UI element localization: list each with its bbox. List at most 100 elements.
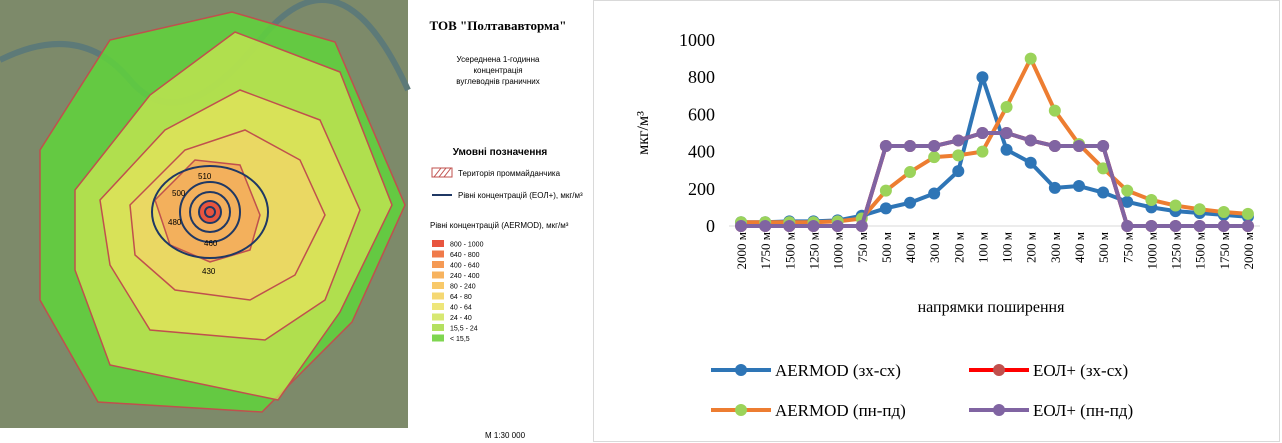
series-marker: [1049, 182, 1061, 194]
series-marker: [1025, 157, 1037, 169]
series-marker: [832, 220, 844, 232]
bin-label: 80 - 240: [450, 284, 476, 291]
bin-label: 640 - 800: [450, 252, 480, 259]
legend-marker: [993, 364, 1005, 376]
series-marker: [1145, 194, 1157, 206]
x-tick-label: 1250 м: [806, 232, 821, 269]
series-marker: [904, 166, 916, 178]
bin-swatch: [432, 272, 444, 279]
x-tick-label: 2000 м: [734, 232, 749, 269]
legend-title: Умовні позначення: [453, 147, 548, 158]
series-marker: [1242, 208, 1254, 220]
x-tick-label: 400 м: [903, 232, 918, 263]
contour-label: 480: [168, 218, 182, 227]
eol-label: Рівні концентрацій (ЕОЛ+), мкг/м³: [458, 191, 583, 200]
x-tick-label: 300 м: [927, 232, 942, 263]
series-marker: [1025, 53, 1037, 65]
legend-marker: [735, 364, 747, 376]
series-marker: [759, 220, 771, 232]
x-tick-label: 200 м: [1024, 232, 1039, 263]
series-marker: [1218, 206, 1230, 218]
bin-swatch: [432, 282, 444, 289]
x-tick-label: 1500 м: [1193, 232, 1208, 269]
bin-swatch: [432, 335, 444, 342]
series-marker: [880, 185, 892, 197]
map-subtitle: Усереднена 1-годинна: [457, 55, 540, 64]
series-marker: [976, 146, 988, 158]
x-tick-label: 1750 м: [758, 232, 773, 269]
bin-swatch: [432, 314, 444, 321]
series-marker: [1170, 200, 1182, 212]
series-marker: [1170, 220, 1182, 232]
x-tick-label: 400 м: [1072, 232, 1087, 263]
series-marker: [1121, 220, 1133, 232]
x-tick-label: 200 м: [951, 232, 966, 263]
series-marker: [1073, 140, 1085, 152]
series-marker: [807, 220, 819, 232]
x-tick-label: 100 м: [975, 232, 990, 263]
bin-label: 800 - 1000: [450, 242, 484, 249]
map-panel: 510 500 480 460 430 ТОВ "Полтававторма" …: [0, 0, 592, 443]
series-marker: [952, 149, 964, 161]
map-scale: М 1:30 000: [485, 431, 526, 440]
series-marker: [735, 220, 747, 232]
series-marker: [1097, 187, 1109, 199]
bin-swatch: [432, 251, 444, 258]
series-marker: [1001, 127, 1013, 139]
map-title: ТОВ "Полтававторма": [430, 18, 567, 33]
series-marker: [1121, 185, 1133, 197]
series-marker: [976, 127, 988, 139]
x-tick-label: 750 м: [855, 232, 870, 263]
legend-label: AERMOD (пн-пд): [775, 401, 906, 420]
x-tick-label: 300 м: [1048, 232, 1063, 263]
bin-swatch: [432, 303, 444, 310]
legend-marker: [735, 404, 747, 416]
legend-label: ЕОЛ+ (пн-пд): [1033, 401, 1133, 420]
y-tick-label: 800: [688, 67, 715, 87]
series-marker: [1097, 140, 1109, 152]
series-marker: [904, 140, 916, 152]
bin-label: 15,5 - 24: [450, 326, 478, 333]
y-tick-label: 600: [688, 104, 715, 124]
y-tick-label: 400: [688, 142, 715, 162]
y-tick-label: 0: [706, 216, 715, 236]
x-tick-label: 1500 м: [782, 232, 797, 269]
eol-contour: [199, 201, 221, 223]
y-tick-label: 1000: [679, 30, 715, 50]
bin-swatch: [432, 293, 444, 300]
series-marker: [1049, 105, 1061, 117]
series-marker: [1001, 144, 1013, 156]
x-tick-label: 750 м: [1120, 232, 1135, 263]
series-marker: [952, 134, 964, 146]
bin-label: 40 - 64: [450, 305, 472, 312]
series-marker: [1049, 140, 1061, 152]
bin-label: 64 - 80: [450, 294, 472, 301]
x-axis-label: напрямки поширення: [918, 299, 1066, 316]
bin-swatch: [432, 261, 444, 268]
x-tick-label: 100 м: [1000, 232, 1015, 263]
chart: мкг/м³ напрямки поширення 0 200 400 600 800 1…: [593, 0, 1281, 443]
series-marker: [1218, 220, 1230, 232]
y-axis-label: мкг/м³: [635, 111, 652, 155]
contour-label: 500: [172, 189, 186, 198]
bin-label: 24 - 40: [450, 315, 472, 322]
bin-label: 400 - 640: [450, 263, 480, 270]
aermod-label: Рівні концентрацій (AERMOD), мкг/м³: [430, 221, 569, 230]
legend-label: AERMOD (зх-сх): [775, 361, 901, 380]
contour-label: 460: [204, 239, 218, 248]
site-label: Територія проммайданчика: [458, 169, 561, 178]
series-marker: [928, 151, 940, 163]
series-marker: [1242, 220, 1254, 232]
y-tick-label: 200: [688, 179, 715, 199]
map-subtitle: вуглеводнів граничних: [456, 77, 539, 86]
series-marker: [952, 165, 964, 177]
x-tick-label: 1750 м: [1217, 232, 1232, 269]
bin-label: 240 - 400: [450, 273, 480, 280]
map-subtitle: концентрація: [473, 66, 522, 75]
x-tick-label: 1000 м: [831, 232, 846, 269]
series-marker: [1025, 134, 1037, 146]
series-marker: [1194, 203, 1206, 215]
bin-label: < 15,5: [450, 336, 470, 343]
series-marker: [976, 71, 988, 83]
x-tick-label: 2000 м: [1241, 232, 1256, 269]
